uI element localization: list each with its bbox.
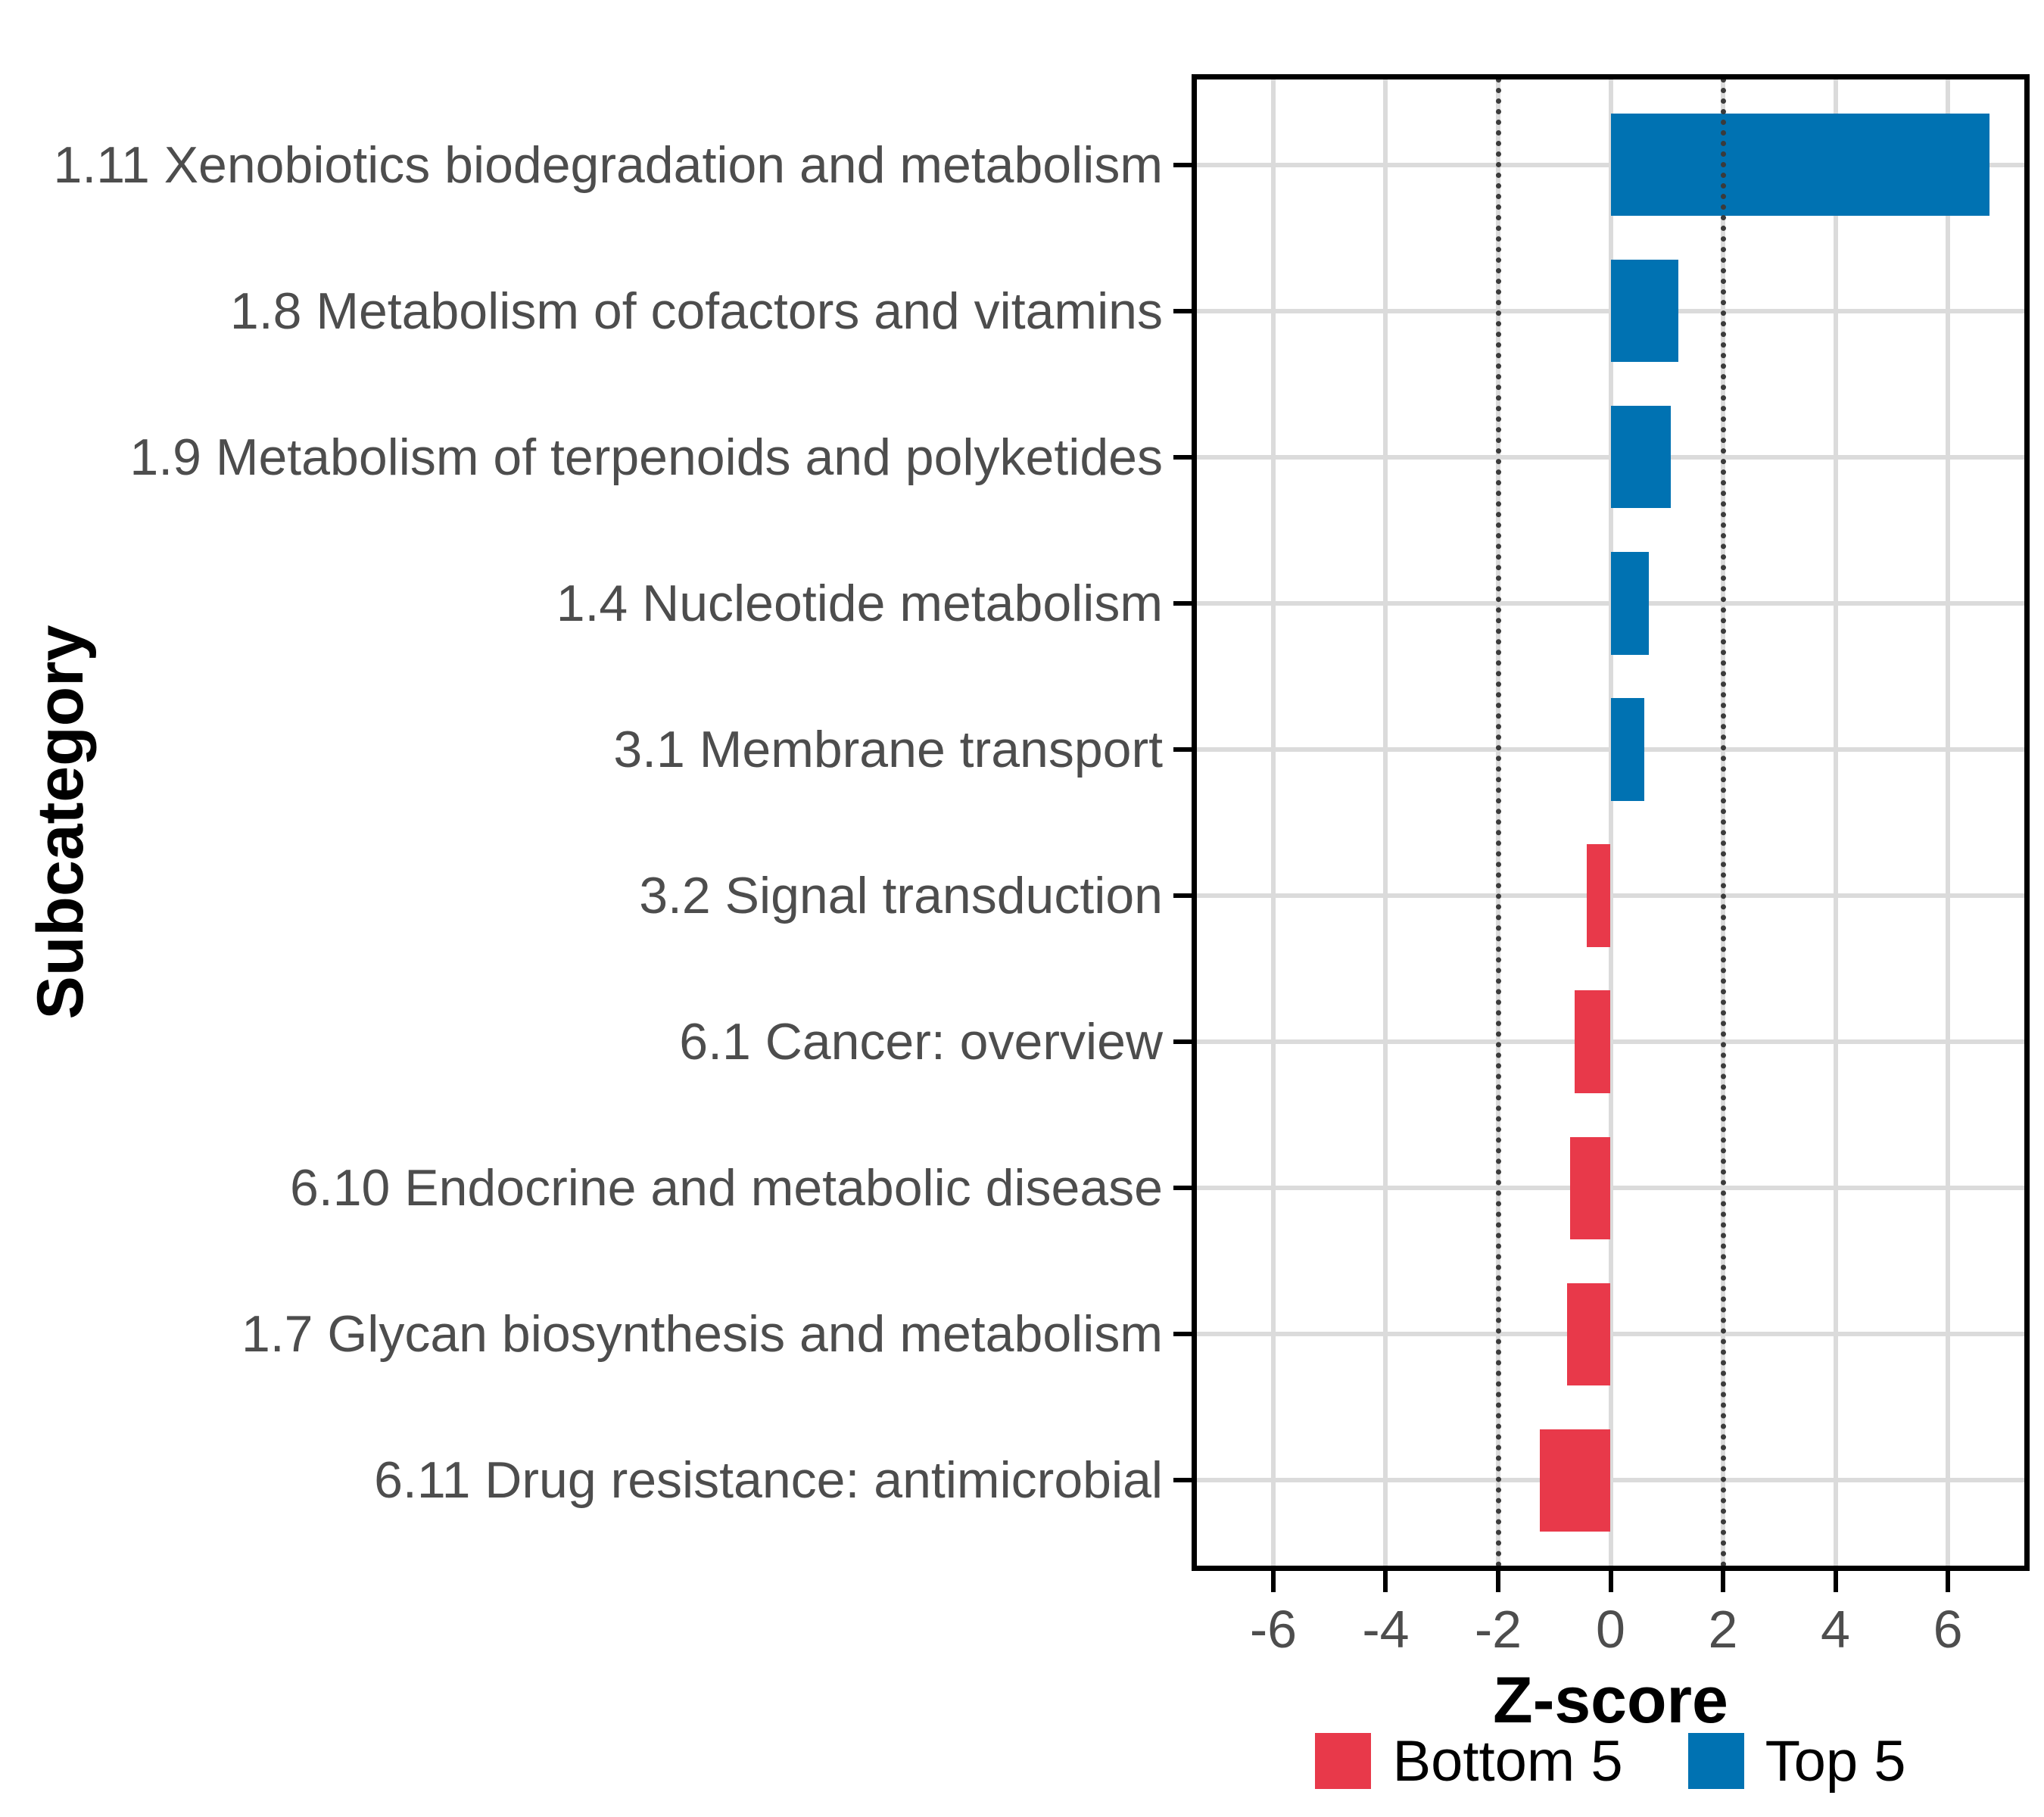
- bar-4: [1610, 552, 1649, 655]
- gridline-row-8: [1195, 1186, 2027, 1191]
- bar-5: [1610, 698, 1645, 801]
- reference-line-2: [1721, 77, 1726, 1568]
- gridline-row-7: [1195, 1039, 2027, 1045]
- y-label-1: 1.11 Xenobiotics biodegradation and meta…: [53, 136, 1164, 194]
- x-label-2: 2: [1708, 1600, 1738, 1659]
- legend-label-top5: Top 5: [1765, 1728, 1906, 1794]
- y-label-4: 1.4 Nucleotide metabolism: [556, 574, 1163, 632]
- legend-label-bottom5: Bottom 5: [1392, 1728, 1623, 1794]
- x-label--2: -2: [1474, 1600, 1522, 1659]
- bar-10: [1539, 1429, 1611, 1532]
- legend-item-top5: Top 5: [1687, 1728, 1906, 1794]
- gridline-row-9: [1195, 1332, 2027, 1337]
- x-tick--4: [1383, 1571, 1388, 1592]
- x-tick-0: [1608, 1571, 1613, 1592]
- y-label-2: 1.8 Metabolism of cofactors and vitamins: [229, 282, 1163, 340]
- plot-panel: [1195, 77, 2027, 1568]
- legend-swatch-top5: [1687, 1733, 1744, 1789]
- bar-layer: [1195, 77, 2027, 1568]
- bar-3: [1610, 406, 1671, 509]
- y-axis-title: Subcategory: [24, 625, 97, 1020]
- y-tick-9: [1173, 1332, 1195, 1337]
- legend-swatch-bottom5: [1315, 1733, 1372, 1789]
- y-tick-2: [1173, 308, 1195, 313]
- y-tick-7: [1173, 1039, 1195, 1045]
- y-label-9: 1.7 Glycan biosynthesis and metabolism: [241, 1305, 1163, 1364]
- x-label--6: -6: [1249, 1600, 1298, 1659]
- y-label-3: 1.9 Metabolism of terpenoids and polyket…: [129, 428, 1163, 486]
- x-axis-title: Z-score: [1493, 1664, 1728, 1737]
- y-label-6: 3.2 Signal transduction: [639, 867, 1163, 925]
- x-tick--2: [1495, 1571, 1500, 1592]
- y-tick-6: [1173, 893, 1195, 899]
- x-tick-6: [1946, 1571, 1951, 1592]
- x-tick-2: [1721, 1571, 1725, 1592]
- y-tick-1: [1173, 162, 1195, 167]
- gridline-x--4: [1383, 77, 1388, 1568]
- y-tick-5: [1173, 746, 1195, 752]
- y-tick-3: [1173, 454, 1195, 460]
- legend: Bottom 5 Top 5: [1195, 1726, 2027, 1796]
- bar-1: [1610, 114, 1989, 217]
- bar-2: [1610, 260, 1679, 363]
- refline-layer: [1195, 77, 2027, 1568]
- reference-line--2: [1495, 77, 1501, 1568]
- y-tick-8: [1173, 1186, 1195, 1191]
- x-label--4: -4: [1362, 1600, 1410, 1659]
- y-label-8: 6.10 Endocrine and metabolic disease: [290, 1159, 1163, 1217]
- x-label-0: 0: [1596, 1600, 1625, 1659]
- gridline-x-4: [1833, 77, 1838, 1568]
- legend-item-bottom5: Bottom 5: [1315, 1728, 1623, 1794]
- gridline-x--6: [1270, 77, 1276, 1568]
- y-label-7: 6.1 Cancer: overview: [679, 1013, 1163, 1071]
- x-label-6: 6: [1933, 1600, 1963, 1659]
- x-label-4: 4: [1821, 1600, 1850, 1659]
- y-tick-10: [1173, 1478, 1195, 1483]
- bar-6: [1586, 844, 1611, 947]
- gridline-row-10: [1195, 1478, 2027, 1483]
- bar-7: [1574, 990, 1611, 1093]
- bar-8: [1570, 1136, 1611, 1239]
- gridline-x-6: [1946, 77, 1951, 1568]
- gridline-x-0: [1608, 77, 1613, 1568]
- gridline-row-6: [1195, 893, 2027, 899]
- x-tick-4: [1833, 1571, 1838, 1592]
- x-tick--6: [1270, 1571, 1276, 1592]
- y-tick-4: [1173, 600, 1195, 606]
- y-label-10: 6.11 Drug resistance: antimicrobial: [374, 1451, 1163, 1510]
- y-label-5: 3.1 Membrane transport: [613, 720, 1163, 778]
- bar-9: [1566, 1282, 1611, 1385]
